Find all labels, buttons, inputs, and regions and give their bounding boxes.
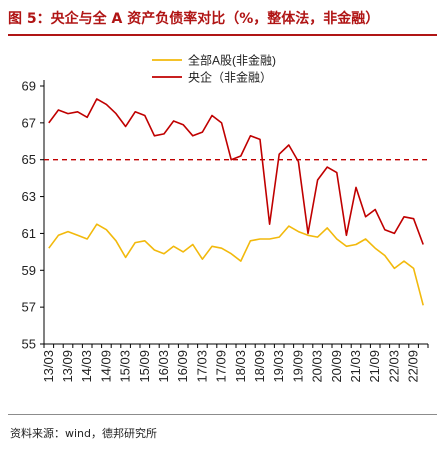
y-tick-label: 65 [22, 152, 36, 167]
series-group [48, 98, 424, 306]
x-tick-label: 21/03 [348, 350, 363, 383]
x-tick-label: 20/03 [310, 350, 325, 383]
x-tick-label: 19/09 [290, 350, 305, 383]
x-tick-label: 18/03 [233, 350, 248, 383]
source-note: 资料来源：wind，德邦研究所 [10, 427, 158, 440]
y-tick-label: 61 [22, 226, 36, 241]
series-line-1 [48, 223, 424, 306]
x-tick-label: 15/03 [118, 350, 133, 383]
x-tick-label: 22/03 [386, 350, 401, 383]
legend-label: 全部A股(非金融) [188, 53, 276, 68]
x-tick-label: 20/09 [329, 350, 344, 383]
x-tick-label: 17/09 [214, 350, 229, 383]
x-tick-label: 13/03 [41, 350, 56, 383]
x-tick-label: 19/03 [271, 350, 286, 383]
x-tick-label: 13/09 [60, 350, 75, 383]
y-tick-label: 67 [22, 115, 36, 130]
chart-title: 图 5：央企与全 A 资产负债率对比（%，整体法，非金融） [8, 11, 380, 27]
axes: 55 57 59 61 63 65 67 69 13/03 13/09 14/03 14/09 15/0… [22, 79, 429, 383]
y-tick-label: 55 [22, 337, 36, 352]
line-chart: 全部A股(非金融) 央企（非金融） 55 57 59 61 63 65 67 69 13/03 13… [22, 53, 429, 383]
x-tick-label: 18/09 [252, 350, 267, 383]
x-tick-label: 21/09 [367, 350, 382, 383]
x-tick-label: 14/03 [79, 350, 94, 383]
legend: 全部A股(非金融) 央企（非金融） [152, 53, 276, 85]
y-tick-label: 63 [22, 189, 36, 204]
x-tick-label: 14/09 [98, 350, 113, 383]
x-tick-label: 16/09 [175, 350, 190, 383]
legend-label: 央企（非金融） [188, 70, 272, 85]
title-divider [8, 34, 437, 36]
x-tick-label: 17/03 [194, 350, 209, 383]
y-tick-label: 57 [22, 300, 36, 315]
y-tick-label: 59 [22, 263, 36, 278]
y-tick-label: 69 [22, 79, 36, 94]
footer-divider [8, 414, 437, 415]
x-tick-label: 16/03 [156, 350, 171, 383]
x-tick-label: 22/09 [406, 350, 421, 383]
x-tick-label: 15/09 [137, 350, 152, 383]
series-line-2 [48, 98, 424, 245]
